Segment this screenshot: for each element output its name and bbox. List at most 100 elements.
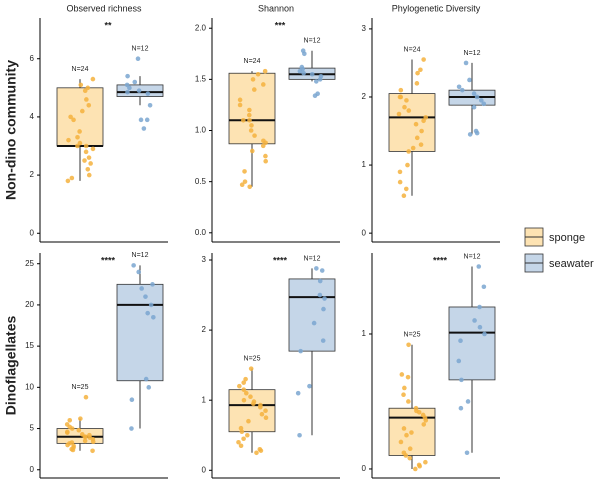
point [405, 162, 410, 168]
point [415, 70, 420, 76]
y-tick-label: 15 [25, 341, 34, 350]
point [246, 418, 251, 424]
point [67, 418, 73, 423]
y-tick-label: 1 [362, 329, 367, 338]
point [90, 439, 96, 445]
y-tick-label: 3 [362, 24, 367, 33]
point [136, 88, 142, 94]
point [68, 114, 73, 120]
n-label: N=24 [404, 46, 421, 53]
point [471, 91, 477, 96]
point [85, 166, 91, 172]
point [245, 432, 250, 438]
significance: **** [273, 255, 288, 265]
point [237, 97, 243, 103]
point [403, 186, 409, 192]
point [135, 56, 141, 62]
point [414, 81, 420, 86]
n-label: N=24 [244, 58, 261, 65]
point [458, 338, 463, 344]
point [78, 416, 83, 421]
point [249, 148, 255, 154]
point [144, 117, 150, 123]
point [397, 169, 403, 175]
point [143, 376, 149, 382]
point [263, 408, 268, 414]
point [242, 169, 247, 174]
point [82, 434, 88, 440]
n-label: N=12 [464, 253, 481, 260]
y-tick-label: 4 [30, 112, 35, 121]
point [86, 102, 92, 108]
point [406, 399, 411, 404]
point [247, 117, 252, 123]
box [228, 72, 276, 145]
point [413, 121, 419, 127]
y-tick-label: 0 [30, 228, 35, 237]
point [131, 263, 136, 268]
y-tick-label: 0.0 [195, 228, 207, 237]
panel-title: Observed richness [66, 3, 142, 13]
point [314, 266, 319, 271]
point [248, 366, 254, 371]
point [322, 296, 327, 301]
point [82, 158, 87, 163]
point [151, 314, 156, 320]
point [413, 466, 418, 472]
n-label: N=12 [304, 255, 321, 262]
point [295, 390, 301, 396]
point [401, 193, 407, 199]
point [255, 71, 261, 77]
point [71, 117, 76, 123]
box [448, 306, 496, 381]
point [242, 179, 248, 184]
point [125, 73, 130, 79]
significance: **** [101, 255, 116, 265]
point [409, 430, 414, 435]
point [312, 93, 318, 99]
point [84, 97, 89, 102]
point [75, 134, 80, 140]
y-tick-label: 2 [362, 92, 367, 101]
point [129, 397, 135, 403]
point [423, 418, 429, 423]
point [402, 104, 407, 110]
point [320, 338, 326, 343]
point [247, 184, 253, 190]
point [421, 422, 427, 427]
point [302, 51, 307, 57]
y-tick-label: 6 [30, 54, 35, 63]
point [236, 439, 241, 445]
point [238, 425, 244, 431]
point [481, 284, 487, 290]
point [321, 306, 326, 312]
point [459, 377, 464, 383]
point [456, 84, 462, 90]
point [90, 146, 96, 152]
point [479, 98, 484, 103]
point [398, 87, 404, 93]
point [317, 278, 323, 284]
point [83, 143, 89, 149]
point [148, 302, 154, 308]
point [239, 429, 245, 435]
point [147, 102, 153, 108]
y-tick-label: 1.0 [195, 126, 207, 135]
point [88, 161, 93, 166]
y-tick-label: 2.0 [195, 23, 207, 32]
point [251, 401, 256, 407]
point [254, 450, 259, 456]
point [136, 269, 141, 275]
n-label: N=25 [404, 332, 421, 339]
point [307, 383, 312, 389]
point [241, 380, 247, 385]
point [423, 115, 429, 120]
point [65, 442, 70, 448]
point [396, 111, 402, 117]
point [65, 178, 71, 184]
point [421, 57, 426, 62]
point [477, 324, 483, 330]
point [241, 397, 247, 403]
point [132, 79, 138, 85]
